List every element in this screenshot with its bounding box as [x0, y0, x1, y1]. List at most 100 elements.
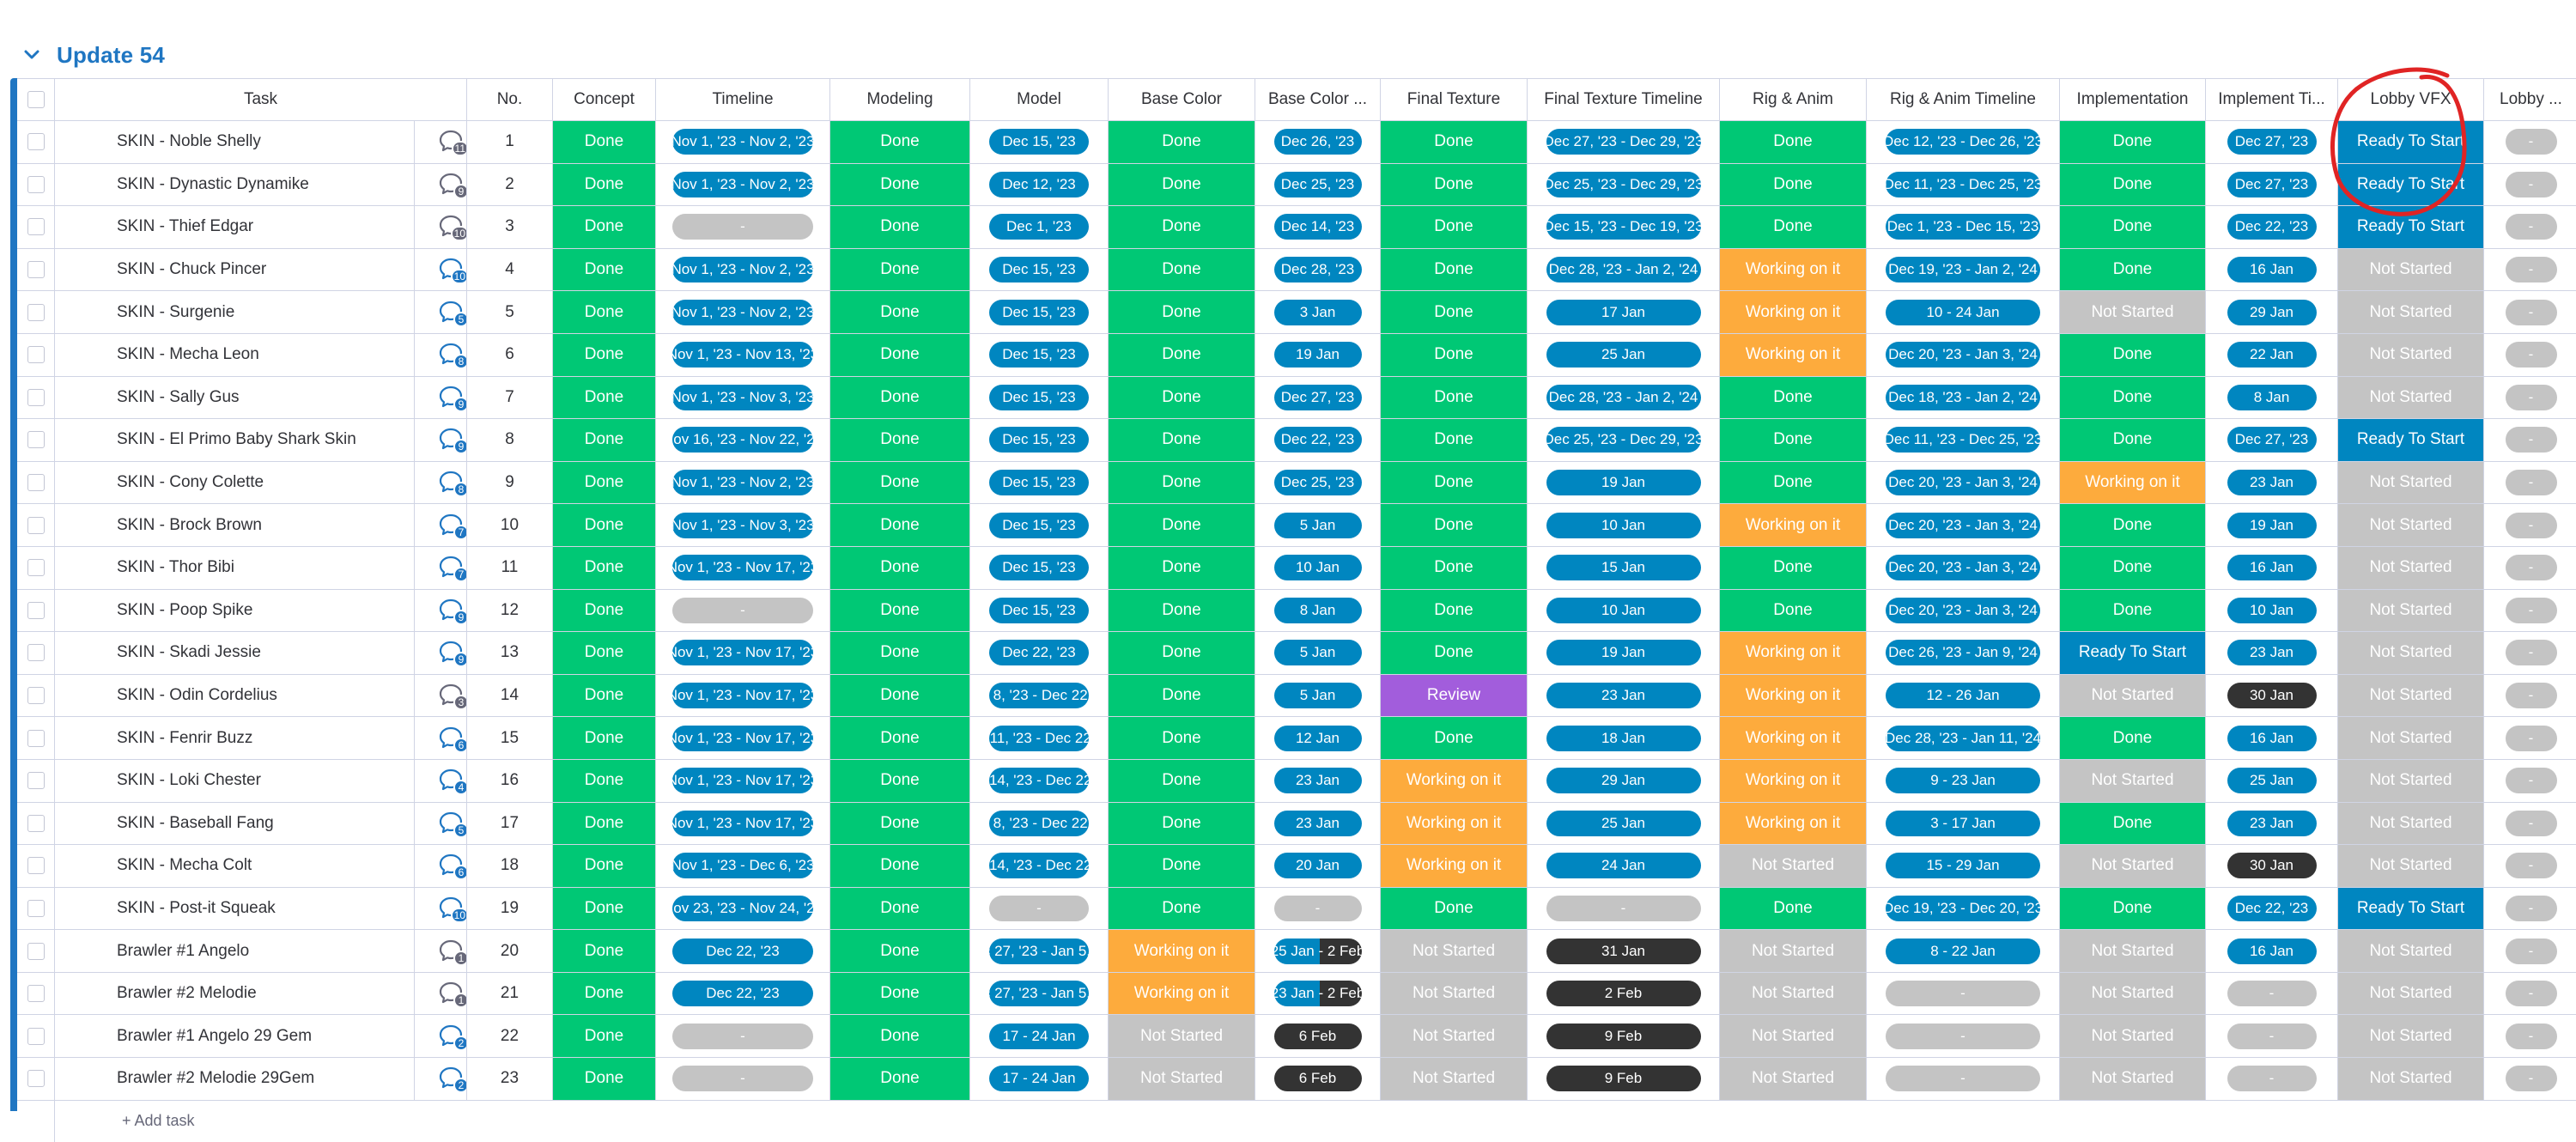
lobby-extra-pill[interactable]: - — [2505, 938, 2557, 964]
rig-anim-date-pill[interactable]: Dec 12, '23 - Dec 26, '23 — [1886, 129, 2040, 155]
task-cell[interactable]: SKIN - Mecha Colt 6 — [55, 845, 467, 887]
lobby-vfx-status[interactable]: Ready To Start — [2338, 163, 2484, 206]
lobby-extra-pill[interactable]: - — [2505, 171, 2557, 197]
rig-anim-status[interactable]: Done — [1720, 461, 1867, 504]
concept-status[interactable]: Done — [553, 248, 656, 291]
rig-anim-date-pill[interactable]: - — [1886, 1023, 2040, 1049]
updates-button[interactable]: 3 — [438, 675, 466, 717]
rig-anim-date-pill[interactable]: Dec 18, '23 - Jan 2, '24 — [1886, 384, 2040, 410]
base-color-date-pill[interactable]: - — [1273, 895, 1362, 921]
lobby-extra-pill[interactable]: - — [2505, 725, 2557, 751]
updates-button[interactable]: 2 — [438, 1058, 466, 1100]
row-checkbox[interactable] — [27, 303, 45, 321]
base-color-date-pill[interactable]: 3 Jan — [1273, 299, 1362, 325]
implement-date-pill[interactable]: 30 Jan — [2227, 683, 2317, 709]
implement-date-pill[interactable]: 23 Jan — [2227, 810, 2317, 836]
row-checkbox[interactable] — [27, 388, 45, 406]
task-name[interactable]: SKIN - Thief Edgar — [117, 217, 254, 236]
concept-status[interactable]: Done — [553, 546, 656, 589]
model-date-pill[interactable]: Dec 8, '23 - Dec 22, '23 — [989, 683, 1089, 709]
final-texture-status[interactable]: Done — [1381, 248, 1528, 291]
row-checkbox[interactable] — [27, 644, 45, 662]
task-cell[interactable]: SKIN - Brock Brown 7 — [55, 504, 467, 546]
implement-date-pill[interactable]: 10 Jan — [2227, 597, 2317, 623]
final-texture-date-pill[interactable]: 10 Jan — [1546, 512, 1701, 538]
implement-date-pill[interactable]: 23 Jan — [2227, 640, 2317, 666]
updates-button[interactable]: 8 — [438, 334, 466, 376]
base-color-status[interactable]: Done — [1109, 759, 1255, 802]
base-color-status[interactable]: Done — [1109, 419, 1255, 461]
modeling-status[interactable]: Done — [830, 930, 970, 972]
implement-date-pill[interactable]: Dec 22, '23 — [2227, 895, 2317, 921]
implementation-status[interactable]: Not Started — [2060, 291, 2206, 333]
final-texture-status[interactable]: Done — [1381, 717, 1528, 759]
timeline-pill[interactable]: Dec 22, '23 — [672, 938, 813, 964]
rig-anim-status[interactable]: Working on it — [1720, 759, 1867, 802]
rig-anim-status[interactable]: Working on it — [1720, 291, 1867, 333]
final-texture-status[interactable]: Done — [1381, 546, 1528, 589]
implementation-status[interactable]: Done — [2060, 206, 2206, 248]
model-date-pill[interactable]: Dec 15, '23 — [989, 597, 1089, 623]
rig-anim-status[interactable]: Not Started — [1720, 972, 1867, 1015]
base-color-status[interactable]: Done — [1109, 461, 1255, 504]
lobby-vfx-status[interactable]: Not Started — [2338, 589, 2484, 632]
row-checkbox[interactable] — [27, 559, 45, 577]
lobby-extra-pill[interactable]: - — [2505, 214, 2557, 240]
lobby-vfx-status[interactable]: Not Started — [2338, 759, 2484, 802]
rig-anim-date-pill[interactable]: 10 - 24 Jan — [1886, 299, 2040, 325]
lobby-extra-pill[interactable]: - — [2505, 427, 2557, 453]
rig-anim-status[interactable]: Working on it — [1720, 333, 1867, 376]
updates-button[interactable]: 7 — [438, 504, 466, 546]
base-color-status[interactable]: Done — [1109, 632, 1255, 674]
implement-date-pill[interactable]: - — [2227, 981, 2317, 1007]
modeling-status[interactable]: Done — [830, 1015, 970, 1058]
task-name[interactable]: SKIN - Thor Bibi — [117, 558, 234, 577]
modeling-status[interactable]: Done — [830, 504, 970, 546]
modeling-status[interactable]: Done — [830, 206, 970, 248]
final-texture-status[interactable]: Done — [1381, 121, 1528, 163]
task-cell[interactable]: SKIN - Post-it Squeak 10 — [55, 887, 467, 930]
implementation-status[interactable]: Done — [2060, 887, 2206, 930]
column-header[interactable]: Modeling — [830, 79, 970, 120]
task-cell[interactable]: SKIN - Noble Shelly 11 — [55, 121, 467, 163]
implement-date-pill[interactable]: 16 Jan — [2227, 938, 2317, 964]
modeling-status[interactable]: Done — [830, 845, 970, 887]
rig-anim-status[interactable]: Not Started — [1720, 845, 1867, 887]
final-texture-status[interactable]: Done — [1381, 163, 1528, 206]
implementation-status[interactable]: Ready To Start — [2060, 632, 2206, 674]
base-color-status[interactable]: Done — [1109, 376, 1255, 419]
modeling-status[interactable]: Done — [830, 717, 970, 759]
timeline-pill[interactable]: Nov 1, '23 - Nov 3, '23 — [672, 512, 813, 538]
implementation-status[interactable]: Not Started — [2060, 759, 2206, 802]
task-cell[interactable]: SKIN - Odin Cordelius 3 — [55, 674, 467, 717]
timeline-pill[interactable]: Nov 1, '23 - Nov 17, '23 — [672, 810, 813, 836]
modeling-status[interactable]: Done — [830, 121, 970, 163]
task-name[interactable]: SKIN - Poop Spike — [117, 600, 253, 619]
updates-button[interactable]: 10 — [438, 206, 466, 248]
final-texture-date-pill[interactable]: 29 Jan — [1546, 768, 1701, 794]
rig-anim-status[interactable]: Working on it — [1720, 674, 1867, 717]
timeline-pill[interactable]: Nov 1, '23 - Nov 17, '23 — [672, 683, 813, 709]
final-texture-status[interactable]: Not Started — [1381, 930, 1528, 972]
lobby-vfx-status[interactable]: Not Started — [2338, 504, 2484, 546]
lobby-extra-pill[interactable]: - — [2505, 512, 2557, 538]
final-texture-date-pill[interactable]: 25 Jan — [1546, 810, 1701, 836]
column-header[interactable]: Model — [970, 79, 1109, 120]
model-date-pill[interactable]: Dec 14, '23 - Dec 22, '23 — [989, 853, 1089, 879]
rig-anim-status[interactable]: Done — [1720, 887, 1867, 930]
task-cell[interactable]: SKIN - Sally Gus 9 — [55, 376, 467, 419]
rig-anim-date-pill[interactable]: Dec 28, '23 - Jan 11, '24 — [1886, 725, 2040, 751]
concept-status[interactable]: Done — [553, 759, 656, 802]
timeline-pill[interactable]: - — [672, 1023, 813, 1049]
implement-date-pill[interactable]: - — [2227, 1023, 2317, 1049]
rig-anim-date-pill[interactable]: Dec 11, '23 - Dec 25, '23 — [1886, 171, 2040, 197]
base-color-date-pill[interactable]: 5 Jan — [1273, 640, 1362, 666]
implementation-status[interactable]: Not Started — [2060, 972, 2206, 1015]
final-texture-status[interactable]: Working on it — [1381, 845, 1528, 887]
final-texture-status[interactable]: Working on it — [1381, 802, 1528, 845]
rig-anim-date-pill[interactable]: 8 - 22 Jan — [1886, 938, 2040, 964]
base-color-status[interactable]: Done — [1109, 589, 1255, 632]
rig-anim-date-pill[interactable]: Dec 20, '23 - Jan 3, '24 — [1886, 512, 2040, 538]
final-texture-status[interactable]: Done — [1381, 333, 1528, 376]
rig-anim-status[interactable]: Not Started — [1720, 1015, 1867, 1058]
